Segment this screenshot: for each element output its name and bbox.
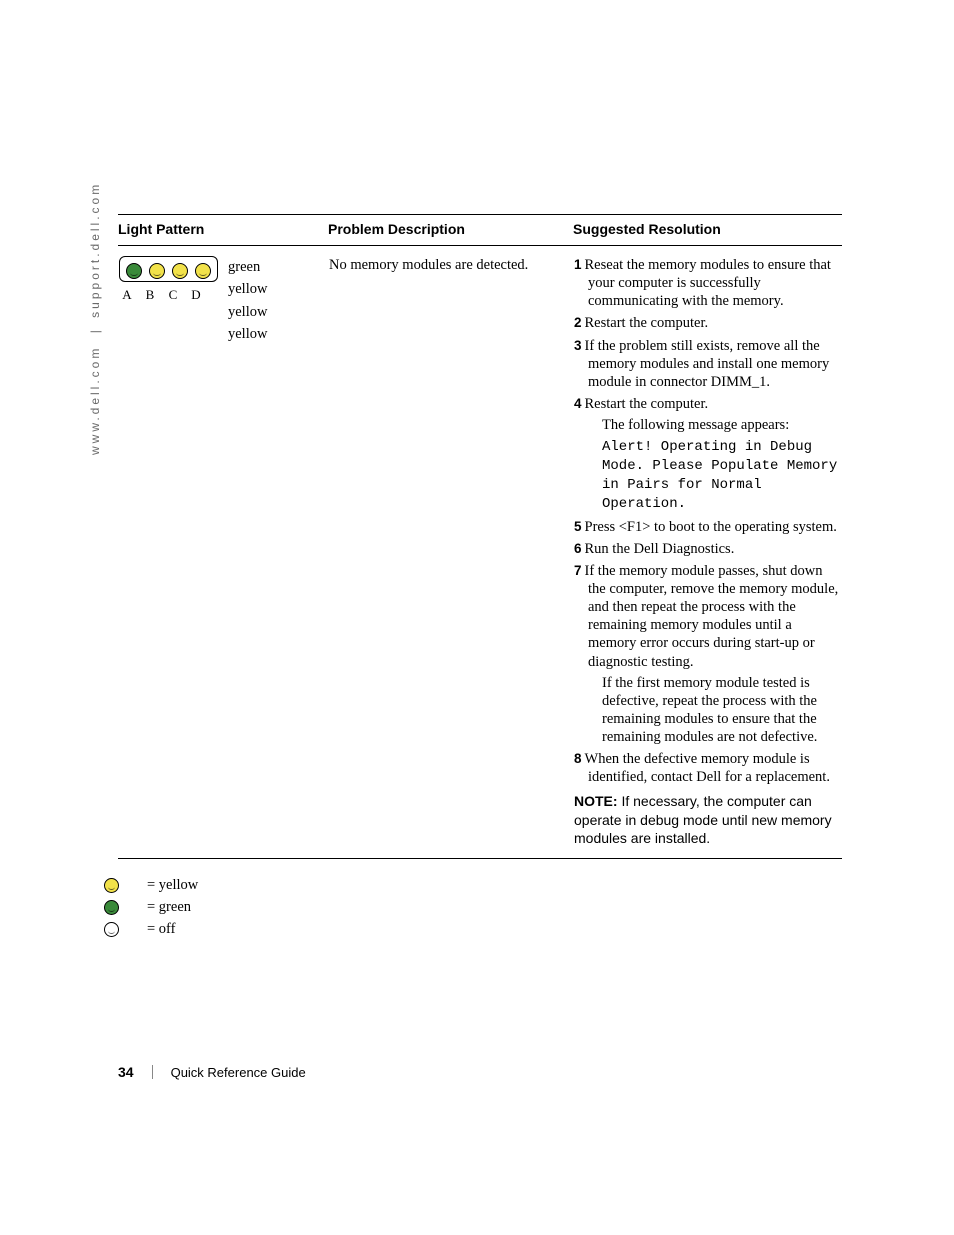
led-color-c: yellow [228, 301, 267, 323]
side-url-right: support.dell.com [88, 182, 102, 318]
led-label-d: D [188, 287, 204, 303]
legend-row-green: = green [104, 896, 198, 918]
legend-row-off: = off [104, 918, 198, 940]
led-color-b: yellow [228, 278, 267, 300]
legend-yellow-text: = yellow [147, 877, 198, 894]
resolution-steps: 1Reseat the memory modules to ensure tha… [574, 256, 841, 786]
note-label: NOTE: [574, 793, 618, 809]
led-c-icon [172, 263, 188, 279]
problem-description-cell: No memory modules are detected. [328, 246, 573, 849]
legend: = yellow = green = off [104, 874, 198, 940]
page: www.dell.com | support.dell.com Light Pa… [0, 0, 954, 1235]
legend-off-text: = off [147, 921, 175, 938]
side-url: www.dell.com | support.dell.com [88, 182, 102, 455]
header-problem-description: Problem Description [328, 215, 573, 246]
led-label-c: C [165, 287, 181, 303]
note: NOTE: If necessary, the computer can ope… [574, 792, 841, 847]
led-color-a: green [228, 256, 267, 278]
legend-row-yellow: = yellow [104, 874, 198, 896]
side-url-sep: | [88, 330, 102, 333]
led-label-a: A [119, 287, 135, 303]
step-7-sub: If the first memory module tested is def… [602, 674, 841, 747]
led-color-names: green yellow yellow yellow [228, 256, 267, 346]
step-4-sub: The following message appears: [602, 416, 841, 434]
led-label-b: B [142, 287, 158, 303]
suggested-resolution-cell: 1Reseat the memory modules to ensure tha… [573, 246, 842, 849]
table-row: A B C D green yellow yellow yellow [118, 246, 842, 849]
legend-off-icon [104, 922, 119, 937]
legend-green-icon [104, 900, 119, 915]
footer-title: Quick Reference Guide [171, 1065, 306, 1080]
diagnostics-table: Light Pattern Problem Description Sugges… [118, 214, 842, 848]
list-item: 8When the defective memory module is ide… [574, 750, 841, 786]
side-url-left: www.dell.com [88, 346, 102, 455]
led-b-icon [149, 263, 165, 279]
list-item: 7If the memory module passes, shut down … [574, 562, 841, 746]
legend-yellow-icon [104, 878, 119, 893]
table-bottom-rule [118, 858, 842, 859]
list-item: 4Restart the computer. The following mes… [574, 395, 841, 514]
led-color-d: yellow [228, 323, 267, 345]
list-item: 6Run the Dell Diagnostics. [574, 540, 841, 558]
page-footer: 34 Quick Reference Guide [118, 1064, 306, 1080]
footer-divider-icon [152, 1065, 153, 1079]
list-item: 5Press <F1> to boot to the operating sys… [574, 518, 841, 536]
header-suggested-resolution: Suggested Resolution [573, 215, 842, 246]
legend-green-text: = green [147, 899, 191, 916]
led-d-icon [195, 263, 211, 279]
list-item: 1Reseat the memory modules to ensure tha… [574, 256, 841, 310]
light-pattern-cell: A B C D green yellow yellow yellow [118, 246, 328, 849]
list-item: 3If the problem still exists, remove all… [574, 337, 841, 391]
content-area: Light Pattern Problem Description Sugges… [118, 214, 842, 859]
step-4-alert: Alert! Operating in Debug Mode. Please P… [602, 438, 841, 514]
list-item: 2Restart the computer. [574, 314, 841, 332]
led-labels: A B C D [119, 287, 218, 303]
page-number: 34 [118, 1064, 134, 1080]
led-panel: A B C D [119, 256, 218, 303]
header-light-pattern: Light Pattern [118, 215, 328, 246]
led-a-icon [126, 263, 142, 279]
